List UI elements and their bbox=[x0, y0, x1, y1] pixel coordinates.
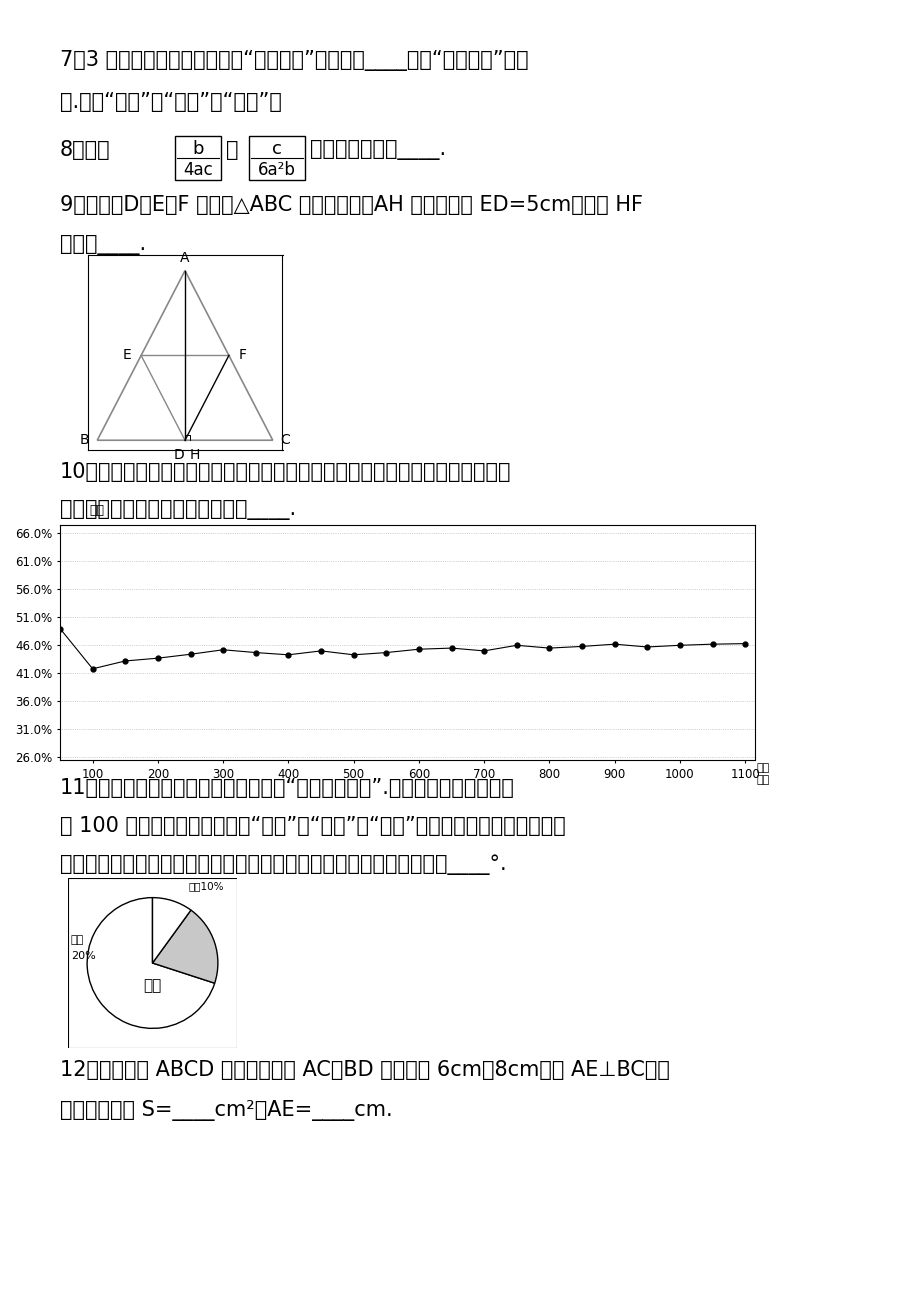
Text: B: B bbox=[80, 434, 89, 448]
Text: b: b bbox=[192, 141, 203, 158]
Text: D: D bbox=[174, 448, 185, 462]
Text: 反对10%: 反对10% bbox=[188, 881, 223, 891]
Text: E: E bbox=[122, 349, 131, 362]
Wedge shape bbox=[153, 910, 218, 983]
Text: 与: 与 bbox=[226, 141, 238, 160]
Text: 能.（填“大于”、“等于”或“小于”）: 能.（填“大于”、“等于”或“小于”） bbox=[60, 92, 281, 112]
Text: F: F bbox=[238, 349, 246, 362]
Text: 的长为____.: 的长为____. bbox=[60, 234, 146, 255]
Text: 赞成: 赞成 bbox=[143, 978, 162, 993]
Wedge shape bbox=[153, 897, 191, 963]
Bar bbox=[175, 135, 221, 180]
Text: 7．3 个人站成一排，其中小亮“站在中间”的可能性____小亮“站在两边”的可: 7．3 个人站成一排，其中小亮“站在中间”的可能性____小亮“站在两边”的可 bbox=[60, 49, 528, 72]
Text: 的最简公分母是____.: 的最简公分母是____. bbox=[310, 141, 446, 160]
Text: 20%: 20% bbox=[71, 952, 96, 961]
Text: 8．分式: 8．分式 bbox=[60, 141, 110, 160]
Bar bbox=[249, 135, 305, 180]
Text: c: c bbox=[272, 141, 281, 158]
Text: 频率: 频率 bbox=[89, 504, 104, 517]
Text: C: C bbox=[280, 434, 290, 448]
Text: 10．如图是一枚图钉被抛起后钉尖触地频率和抛掷次数变化趋势图，则一枚图钉: 10．如图是一枚图钉被抛起后钉尖触地频率和抛掷次数变化趋势图，则一枚图钉 bbox=[60, 462, 511, 482]
Wedge shape bbox=[87, 897, 214, 1029]
Text: 个菱形的面积 S=____cm²，AE=____cm.: 个菱形的面积 S=____cm²，AE=____cm. bbox=[60, 1100, 392, 1121]
Text: A: A bbox=[180, 251, 189, 264]
Text: H: H bbox=[189, 448, 199, 462]
Text: 11．为鼓励学生课外阅读，某校制定了“阅读奖励方案”.方案公布后，随机征求: 11．为鼓励学生课外阅读，某校制定了“阅读奖励方案”.方案公布后，随机征求 bbox=[60, 779, 515, 798]
Text: 弃权: 弃权 bbox=[71, 935, 84, 945]
Text: 抛掷
次数: 抛掷 次数 bbox=[756, 763, 769, 785]
Text: 4ac: 4ac bbox=[183, 161, 212, 178]
Text: 了 100 名学生的意见，并对持“赞成”、“反对”、“弃权”三种意见的人数进行统计，: 了 100 名学生的意见，并对持“赞成”、“反对”、“弃权”三种意见的人数进行统… bbox=[60, 816, 565, 836]
Text: 绘制成如图所示的扇形图，则赞成该方案所对应扇形的圆心角的度数为____°.: 绘制成如图所示的扇形图，则赞成该方案所对应扇形的圆心角的度数为____°. bbox=[60, 854, 506, 875]
Text: 9．如图，D、E、F 分别是△ABC 各边的中点，AH 是高，如果 ED=5cm，那么 HF: 9．如图，D、E、F 分别是△ABC 各边的中点，AH 是高，如果 ED=5cm… bbox=[60, 195, 642, 215]
Text: 被抛起后钉尖触地的概率估计值是____.: 被抛起后钉尖触地的概率估计值是____. bbox=[60, 500, 296, 519]
Text: 6a²b: 6a²b bbox=[258, 161, 296, 178]
Text: 12．已知菱形 ABCD 的两条对角线 AC，BD 长分别为 6cm、8cm，且 AE⊥BC，这: 12．已知菱形 ABCD 的两条对角线 AC，BD 长分别为 6cm、8cm，且… bbox=[60, 1060, 669, 1079]
